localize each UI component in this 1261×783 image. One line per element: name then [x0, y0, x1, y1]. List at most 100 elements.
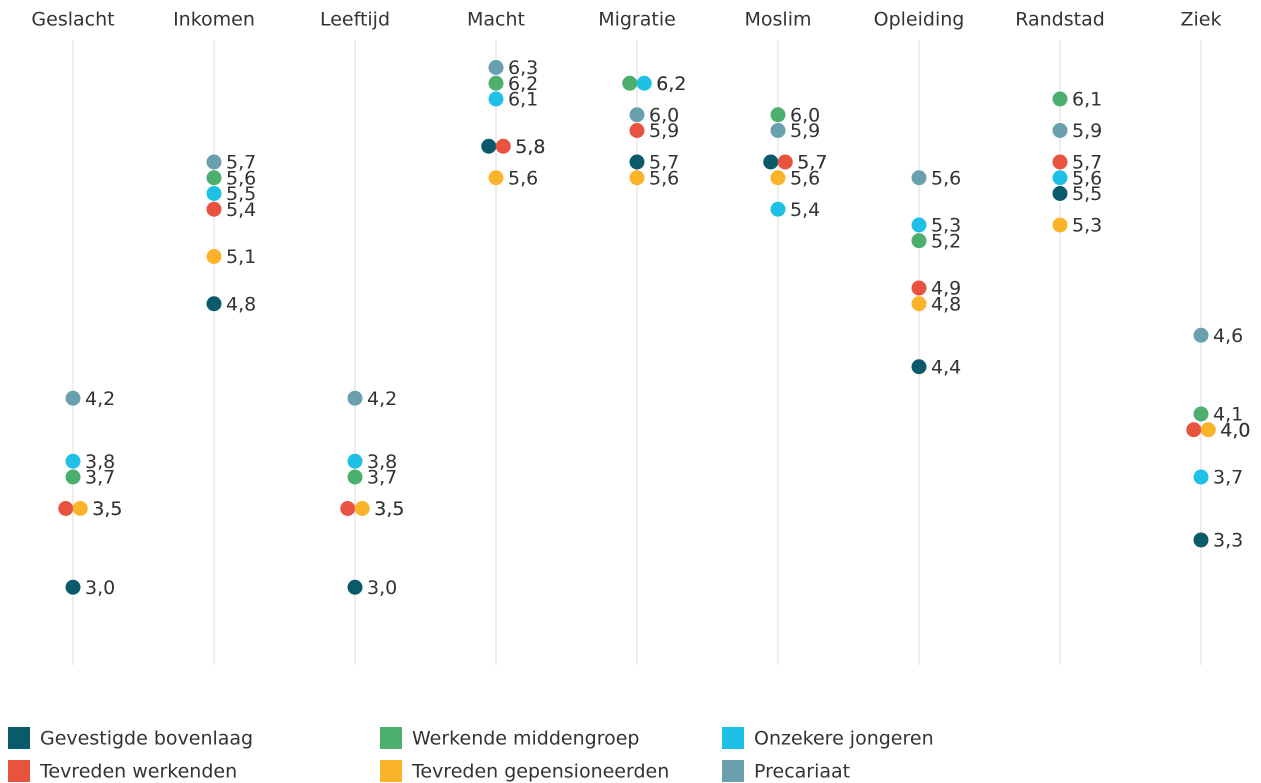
value-label: 3,8: [85, 451, 115, 473]
value-label: 5,2: [931, 230, 961, 252]
value-label: 5,7: [797, 152, 827, 174]
value-label: 6,1: [1072, 89, 1102, 111]
legend-swatch: [380, 727, 402, 749]
dot: [206, 249, 222, 264]
dot: [65, 469, 81, 485]
value-label: 5,4: [226, 199, 256, 221]
dot: [629, 170, 645, 186]
dot: [911, 170, 927, 186]
category-label: Ziek: [1181, 9, 1222, 31]
dot: [481, 138, 497, 154]
legend-label: Onzekere jongeren: [754, 728, 934, 750]
value-label: 4,2: [367, 388, 397, 410]
value-label: 5,7: [649, 152, 679, 174]
category-label: Migratie: [598, 9, 676, 31]
value-label: 6,3: [508, 57, 538, 79]
dot: [347, 579, 363, 595]
value-label: 5,7: [797, 152, 827, 174]
dot: [1193, 406, 1209, 422]
category-label: Randstad: [1015, 9, 1105, 31]
dot: [488, 75, 504, 91]
category-label: Inkomen: [173, 9, 255, 31]
legend-swatch: [8, 727, 30, 749]
dot: [622, 75, 638, 91]
dot: [65, 579, 81, 595]
dot: [770, 201, 786, 217]
value-label: 3,5: [92, 498, 122, 520]
dot: [629, 107, 645, 123]
value-label: 5,8: [515, 136, 545, 158]
legend-label: Tevreden werkenden: [39, 761, 237, 783]
dot: [347, 453, 363, 469]
value-label: 5,3: [931, 215, 961, 237]
dot: [1052, 123, 1068, 138]
value-label: 3,7: [1213, 467, 1243, 489]
value-label: 4,8: [226, 293, 256, 315]
value-label: 4,6: [1213, 325, 1243, 347]
dot: [206, 170, 222, 186]
value-label: 3,7: [85, 467, 115, 489]
dot: [1052, 186, 1068, 201]
category-label: Leeftijd: [320, 9, 390, 31]
value-label: 3,0: [85, 577, 115, 599]
value-label: 5,7: [1072, 152, 1102, 174]
value-label: 3,0: [367, 577, 397, 599]
value-label: 5,6: [931, 167, 961, 189]
dot: [1193, 327, 1209, 343]
dot: [495, 138, 511, 154]
dot: [65, 453, 81, 469]
value-label: 5,6: [226, 167, 256, 189]
dot: [770, 123, 786, 138]
legend-label: Precariaat: [754, 761, 850, 783]
value-label: 5,5: [1072, 183, 1102, 205]
value-label: 4,1: [1213, 404, 1243, 426]
legend-swatch: [722, 727, 744, 749]
value-label: 5,5: [226, 183, 256, 205]
value-label: 5,3: [1072, 215, 1102, 237]
dot: [911, 359, 927, 375]
dot: [1052, 170, 1068, 186]
value-label: 3,5: [374, 498, 404, 520]
value-label: 5,6: [1072, 167, 1102, 189]
value-label: 5,9: [790, 120, 820, 142]
value-label: 6,2: [508, 73, 538, 95]
value-label: 5,6: [649, 167, 679, 189]
dot: [629, 154, 645, 170]
dot: [58, 501, 74, 516]
dot: [911, 233, 927, 249]
category-label: Moslim: [745, 9, 812, 31]
dot: [1052, 217, 1068, 233]
dot: [763, 154, 779, 170]
dot: [488, 91, 504, 107]
value-label: 5,8: [515, 136, 545, 158]
legend-label: Werkende middengroep: [412, 728, 640, 750]
value-label: 6,0: [649, 104, 679, 126]
category-label: Geslacht: [31, 9, 114, 31]
dot: [770, 107, 786, 123]
dot: [340, 501, 356, 516]
value-label: 4,0: [1220, 419, 1250, 441]
value-label: 4,4: [931, 356, 961, 378]
value-label: 3,5: [374, 498, 404, 520]
value-label: 3,7: [367, 467, 397, 489]
value-label: 5,1: [226, 246, 256, 268]
dot: [1193, 532, 1209, 548]
value-label: 4,0: [1220, 419, 1250, 441]
value-label: 3,5: [92, 498, 122, 520]
dot: [72, 501, 88, 516]
value-label: 4,9: [931, 278, 961, 300]
dot: [636, 75, 652, 91]
legend-swatch: [380, 760, 402, 782]
dot: [770, 170, 786, 186]
dot: [1052, 91, 1068, 107]
dot: [1186, 422, 1202, 438]
value-label: 6,2: [656, 73, 686, 95]
dot: [354, 501, 370, 516]
value-label: 5,9: [649, 120, 679, 142]
value-label: 5,4: [790, 199, 820, 221]
dot: [65, 390, 81, 406]
dot: [488, 170, 504, 186]
dot: [206, 186, 222, 201]
value-label: 3,8: [367, 451, 397, 473]
